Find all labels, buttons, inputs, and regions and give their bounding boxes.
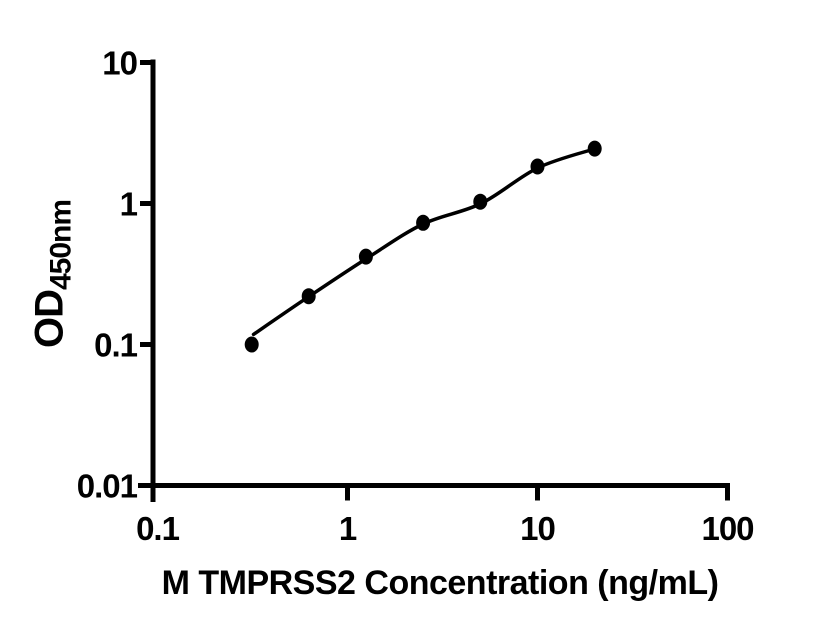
data-point-marker [530,158,545,175]
y-tick-label-0.1: 0.1 [94,326,138,363]
y-axis-title-main: OD [27,290,72,349]
data-point-marker [244,336,259,353]
data-point-marker [416,214,431,231]
x-tick-label-10: 10 [520,510,556,547]
fit-curve [251,146,598,337]
x-axis-title: M TMPRSS2 Concentration (ng/mL) [161,564,719,602]
data-point-marker [473,193,488,210]
data-point-marker [301,288,316,305]
x-tick-label-0.1: 0.1 [136,510,180,547]
data-point-marker [358,248,373,265]
y-tick-label-10: 10 [102,44,138,81]
y-axis-title: OD450nm [27,199,78,349]
y-axis-title-subscript: 450nm [44,199,78,291]
y-tick-label-0.01: 0.01 [76,467,138,504]
x-tick-label-1: 1 [338,510,357,547]
x-tick-label-100: 100 [701,510,754,547]
y-tick-label-1: 1 [119,185,138,222]
data-point-marker [587,140,602,157]
